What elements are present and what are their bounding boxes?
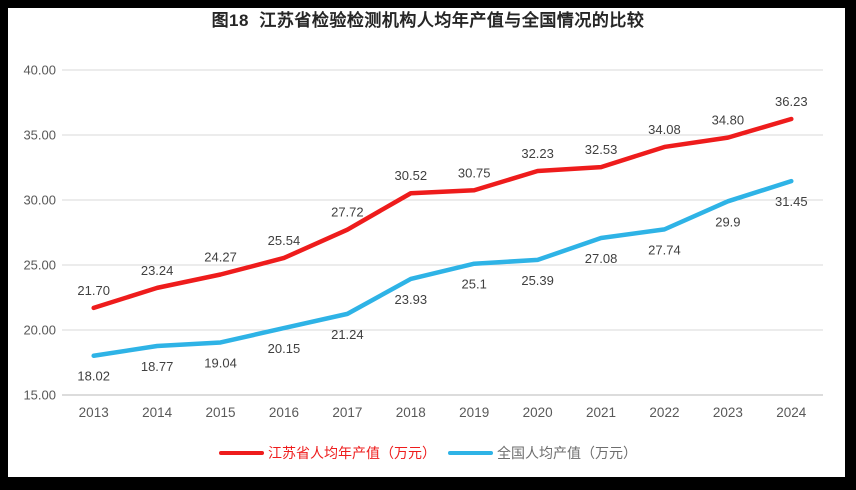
chart-card xyxy=(8,8,845,477)
legend-item-jiangsu: 江苏省人均年产值（万元） xyxy=(219,443,436,463)
legend-line-blue-swatch xyxy=(448,450,493,456)
legend-line-red-swatch xyxy=(219,450,264,456)
chart-title: 图18 江苏省检验检测机构人均年产值与全国情况的比较 xyxy=(211,11,645,30)
legend-label-national: 全国人均产值（万元） xyxy=(497,445,637,461)
chart-legend: 江苏省人均年产值（万元） 全国人均产值（万元） xyxy=(0,443,856,463)
legend-item-national: 全国人均产值（万元） xyxy=(448,443,637,463)
legend-label-jiangsu: 江苏省人均年产值（万元） xyxy=(268,445,436,461)
